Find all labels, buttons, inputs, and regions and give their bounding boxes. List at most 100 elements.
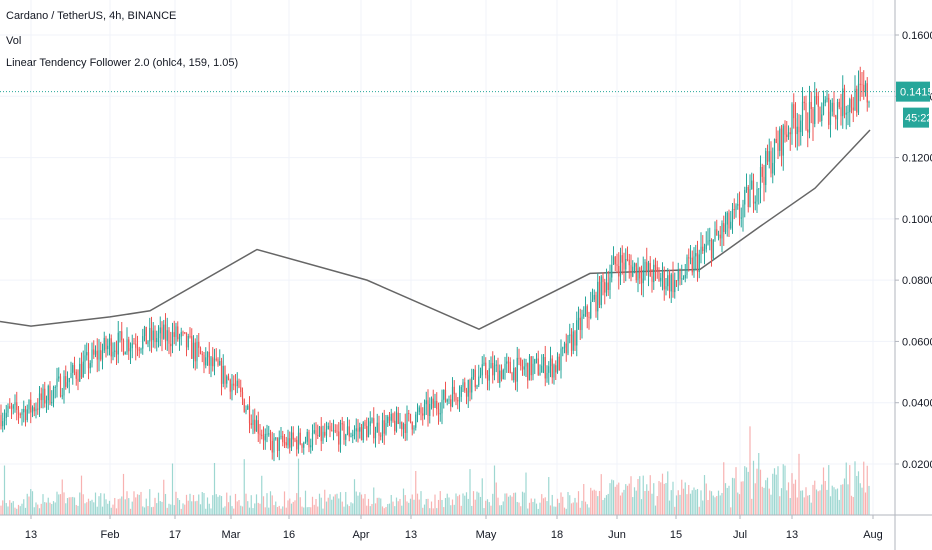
candle-body[interactable] [810, 101, 812, 110]
candle-body[interactable] [7, 406, 9, 413]
candle-body[interactable] [779, 128, 781, 151]
candle-body[interactable] [114, 350, 116, 352]
candle-body[interactable] [170, 343, 172, 347]
candle-body[interactable] [726, 212, 728, 225]
candle-body[interactable] [56, 378, 58, 387]
candle-body[interactable] [549, 358, 552, 367]
candle-body[interactable] [37, 408, 39, 410]
candle-body[interactable] [429, 403, 431, 416]
candle-body[interactable] [390, 413, 392, 421]
candle-body[interactable] [675, 280, 678, 282]
candle-body[interactable] [439, 413, 441, 415]
indicator-legend[interactable]: Linear Tendency Follower 2.0 (ohlc4, 159… [6, 57, 239, 69]
candle-body[interactable] [763, 176, 765, 186]
candle-body[interactable] [362, 422, 364, 441]
candle-body[interactable] [154, 330, 156, 343]
candle-body[interactable] [628, 259, 630, 266]
candle-body[interactable] [341, 423, 343, 425]
candle-body[interactable] [73, 365, 76, 372]
candle-body[interactable] [688, 257, 690, 259]
candle-body[interactable] [481, 364, 483, 376]
candle-body[interactable] [660, 277, 662, 282]
candle-body[interactable] [191, 336, 193, 359]
candle-body[interactable] [339, 423, 342, 445]
candle-body[interactable] [107, 345, 109, 350]
candle-body[interactable] [292, 432, 294, 440]
candle-body[interactable] [577, 317, 580, 321]
candle-body[interactable] [857, 83, 860, 113]
candle-body[interactable] [306, 431, 308, 442]
candle-body[interactable] [101, 350, 104, 360]
candle-body[interactable] [436, 400, 438, 409]
candle-body[interactable] [380, 435, 382, 437]
candle-body[interactable] [376, 422, 378, 433]
candle-body[interactable] [815, 96, 818, 98]
candle-body[interactable] [859, 83, 861, 85]
candle-body[interactable] [187, 336, 189, 348]
candle-body[interactable] [318, 426, 321, 436]
candle-body[interactable] [523, 366, 525, 370]
candle-body[interactable] [128, 339, 130, 352]
candle-body[interactable] [135, 343, 137, 348]
candle-body[interactable] [527, 363, 529, 381]
candle-body[interactable] [749, 188, 751, 207]
candle-body[interactable] [320, 426, 322, 442]
candle-body[interactable] [33, 407, 35, 412]
candle-body[interactable] [303, 442, 305, 448]
candle-body[interactable] [355, 428, 357, 432]
candle-body[interactable] [534, 359, 536, 364]
candle-body[interactable] [513, 367, 515, 381]
candle-body[interactable] [161, 327, 163, 339]
candle-body[interactable] [654, 264, 657, 268]
candle-body[interactable] [642, 270, 644, 284]
candle-body[interactable] [868, 102, 870, 104]
candle-body[interactable] [44, 388, 46, 404]
candle-body[interactable] [229, 379, 231, 392]
candle-body[interactable] [845, 112, 847, 115]
candle-body[interactable] [156, 338, 158, 343]
candle-body[interactable] [371, 418, 373, 422]
candle-body[interactable] [626, 258, 629, 260]
candle-body[interactable] [472, 369, 475, 377]
candle-body[interactable] [87, 352, 90, 369]
candle-body[interactable] [290, 432, 293, 448]
candle-body[interactable] [443, 389, 445, 400]
candle-body[interactable] [520, 358, 522, 367]
candle-body[interactable] [789, 132, 791, 135]
candle-body[interactable] [206, 351, 209, 358]
candle-body[interactable] [369, 421, 371, 427]
candle-body[interactable] [684, 274, 686, 279]
candle-body[interactable] [700, 246, 702, 255]
candle-body[interactable] [413, 427, 415, 430]
candle-body[interactable] [843, 88, 846, 115]
candle-body[interactable] [689, 257, 692, 259]
candle-body[interactable] [598, 281, 601, 306]
candle-body[interactable] [864, 83, 867, 92]
candle-body[interactable] [16, 402, 18, 410]
candle-body[interactable] [639, 267, 641, 279]
candle-body[interactable] [226, 376, 228, 384]
candle-body[interactable] [243, 399, 245, 412]
candle-body[interactable] [45, 400, 48, 404]
candle-body[interactable] [446, 399, 448, 402]
candle-body[interactable] [485, 362, 487, 376]
candle-body[interactable] [425, 400, 427, 405]
candle-body[interactable] [714, 229, 716, 240]
candle-body[interactable] [163, 324, 165, 339]
candle-body[interactable] [402, 423, 405, 430]
candle-body[interactable] [574, 331, 576, 346]
candle-body[interactable] [668, 275, 671, 292]
candle-body[interactable] [93, 349, 95, 355]
candle-body[interactable] [703, 249, 706, 252]
candle-body[interactable] [838, 102, 840, 108]
candle-body[interactable] [805, 103, 807, 130]
candle-body[interactable] [759, 166, 762, 189]
candle-body[interactable] [539, 372, 541, 375]
candle-body[interactable] [464, 382, 466, 391]
candle-body[interactable] [707, 240, 709, 245]
candle-body[interactable] [5, 412, 7, 418]
candle-body[interactable] [803, 101, 805, 104]
candle-body[interactable] [836, 102, 839, 120]
candle-body[interactable] [562, 347, 564, 349]
